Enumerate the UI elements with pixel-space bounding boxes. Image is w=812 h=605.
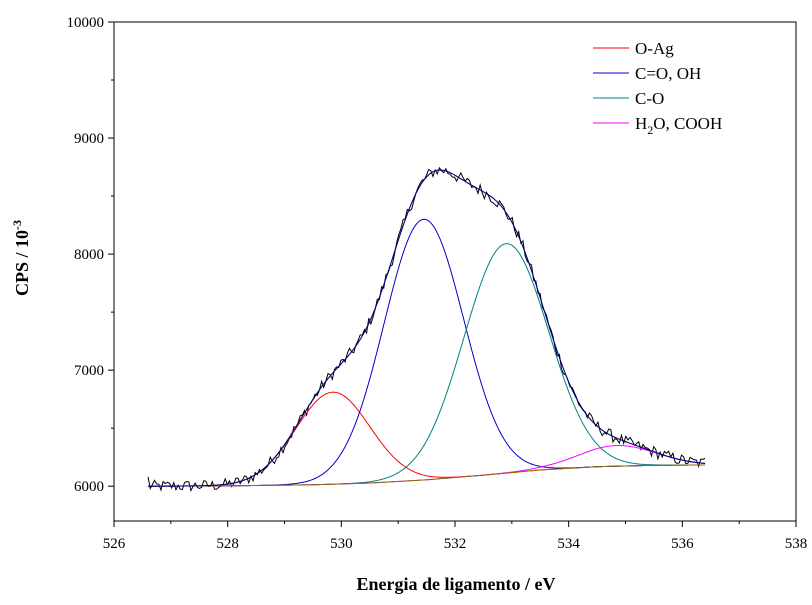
- legend-label: C=O, OH: [635, 64, 701, 83]
- raw-data-layer: [147, 166, 706, 492]
- y-tick-label: 9000: [74, 131, 104, 147]
- peak-line-o-ag: [148, 391, 706, 487]
- y-axis-title-main: CPS / 10: [12, 230, 32, 296]
- legend-label-part: O, COOH: [653, 114, 722, 133]
- legend-label: O-Ag: [635, 39, 674, 58]
- x-tick-label: 532: [444, 536, 467, 552]
- legend-label: C-O: [635, 89, 664, 108]
- x-tick-label: 538: [785, 536, 808, 552]
- y-tick-label: 10000: [67, 15, 105, 31]
- baseline-line: [148, 464, 706, 487]
- envelope-line: [148, 169, 706, 487]
- x-tick-label: 534: [557, 536, 580, 552]
- x-tick-label: 530: [330, 536, 353, 552]
- x-tick-label: 526: [103, 536, 126, 552]
- x-axis-title: Energia de ligamento / eV: [357, 574, 556, 594]
- component-peaks-layer: [148, 218, 706, 487]
- y-axis-title: CPS / 10-3: [10, 220, 32, 296]
- y-axis: 6000 7000 8000 9000 10000: [67, 15, 114, 495]
- plot-frame: [113, 21, 797, 522]
- x-axis: 526 528 530 532 534 536 538: [103, 521, 808, 552]
- y-tick-label: 6000: [74, 479, 104, 495]
- raw-data-line: [147, 166, 706, 492]
- legend-label: H2O, COOH: [635, 114, 722, 137]
- legend-label-part: H: [635, 114, 647, 133]
- envelope-layer: [148, 169, 706, 487]
- legend-label-subscript: 2: [647, 123, 653, 137]
- legend: O-Ag C=O, OH C-O H2O, COOH: [593, 39, 722, 137]
- y-axis-title-exponent: -3: [10, 220, 24, 230]
- x-tick-label: 528: [216, 536, 239, 552]
- peak-line-c-o-oh: [148, 218, 706, 487]
- peak-line-c-o: [148, 243, 706, 487]
- plot-frame-rect: [113, 21, 797, 522]
- y-tick-label: 8000: [74, 247, 104, 263]
- x-tick-label: 536: [671, 536, 694, 552]
- y-tick-label: 7000: [74, 363, 104, 379]
- baseline-layer: [148, 464, 706, 487]
